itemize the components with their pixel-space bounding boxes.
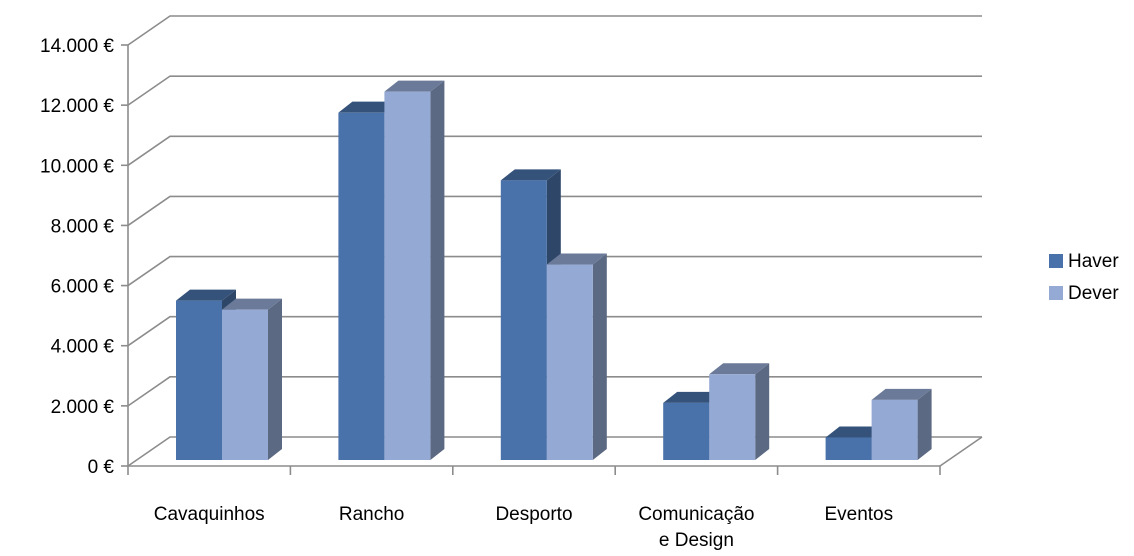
bar-top bbox=[500, 169, 561, 181]
bar-top bbox=[546, 253, 607, 265]
x-tick-label: Eventos bbox=[824, 504, 893, 525]
x-tick-label: Rancho bbox=[339, 504, 405, 525]
x-axis-categories: Cavaquinhos Rancho Desporto Comunicação e De… bbox=[154, 504, 893, 551]
y-tick-label: 10.000 € bbox=[40, 156, 114, 177]
bar-side bbox=[430, 80, 445, 460]
legend: Haver Dever bbox=[1049, 251, 1119, 304]
bars bbox=[176, 80, 932, 461]
bar-front bbox=[709, 374, 756, 460]
x-tick-label: Comunicação e Design bbox=[638, 504, 754, 551]
bar-top bbox=[663, 391, 724, 403]
legend-swatch-haver bbox=[1049, 254, 1063, 268]
bar-front bbox=[338, 112, 385, 461]
y-tick-label: 6.000 € bbox=[51, 277, 115, 298]
y-tick-label: 12.000 € bbox=[40, 96, 114, 117]
bar-front bbox=[500, 180, 547, 461]
bar-side bbox=[268, 298, 282, 460]
bar-top bbox=[384, 80, 445, 92]
bar-dever-2 bbox=[546, 253, 607, 460]
bar-front bbox=[546, 264, 593, 460]
y-tick-label: 14.000 € bbox=[40, 36, 114, 57]
x-tick-label: Cavaquinhos bbox=[154, 504, 265, 525]
bar-front bbox=[222, 309, 268, 460]
bar-top bbox=[176, 289, 236, 301]
y-tick-label: 8.000 € bbox=[51, 216, 115, 237]
bar-front bbox=[663, 402, 710, 460]
bar-side bbox=[917, 388, 932, 460]
bar-side bbox=[755, 363, 770, 460]
bar-dever-3 bbox=[709, 363, 770, 460]
bar-front bbox=[825, 437, 872, 460]
floor-edge-line bbox=[939, 436, 983, 467]
gridline bbox=[127, 75, 982, 106]
bar-front bbox=[384, 91, 431, 460]
bar-dever-1 bbox=[384, 80, 445, 460]
gridlines bbox=[127, 15, 982, 467]
legend-swatch-dever bbox=[1049, 286, 1063, 300]
y-tick-label: 0 € bbox=[88, 457, 115, 478]
legend-label-dever: Dever bbox=[1068, 283, 1119, 304]
bar-side bbox=[592, 253, 607, 460]
bar-top bbox=[871, 388, 932, 400]
bar-front bbox=[871, 399, 918, 460]
gridline bbox=[127, 315, 982, 347]
bar-front bbox=[176, 300, 222, 460]
gridline bbox=[127, 135, 982, 166]
y-tick-label: 4.000 € bbox=[51, 337, 115, 358]
legend-label-haver: Haver bbox=[1068, 251, 1119, 272]
gridline bbox=[127, 195, 982, 227]
bar-top bbox=[338, 101, 399, 113]
gridline bbox=[127, 255, 982, 287]
bar-top bbox=[709, 363, 770, 375]
bar-top bbox=[222, 298, 282, 310]
y-axis-ticks: 0 € 2.000 € 4.000 € 6.000 € 8.000 € 10.000 € 1… bbox=[40, 36, 128, 478]
y-tick-label: 2.000 € bbox=[51, 397, 115, 418]
bar-dever-4 bbox=[871, 388, 932, 460]
bar-dever-0 bbox=[222, 298, 282, 460]
gridline bbox=[127, 15, 982, 46]
axes bbox=[127, 45, 983, 475]
x-tick-label: Desporto bbox=[495, 504, 572, 525]
bar-top bbox=[825, 426, 886, 438]
